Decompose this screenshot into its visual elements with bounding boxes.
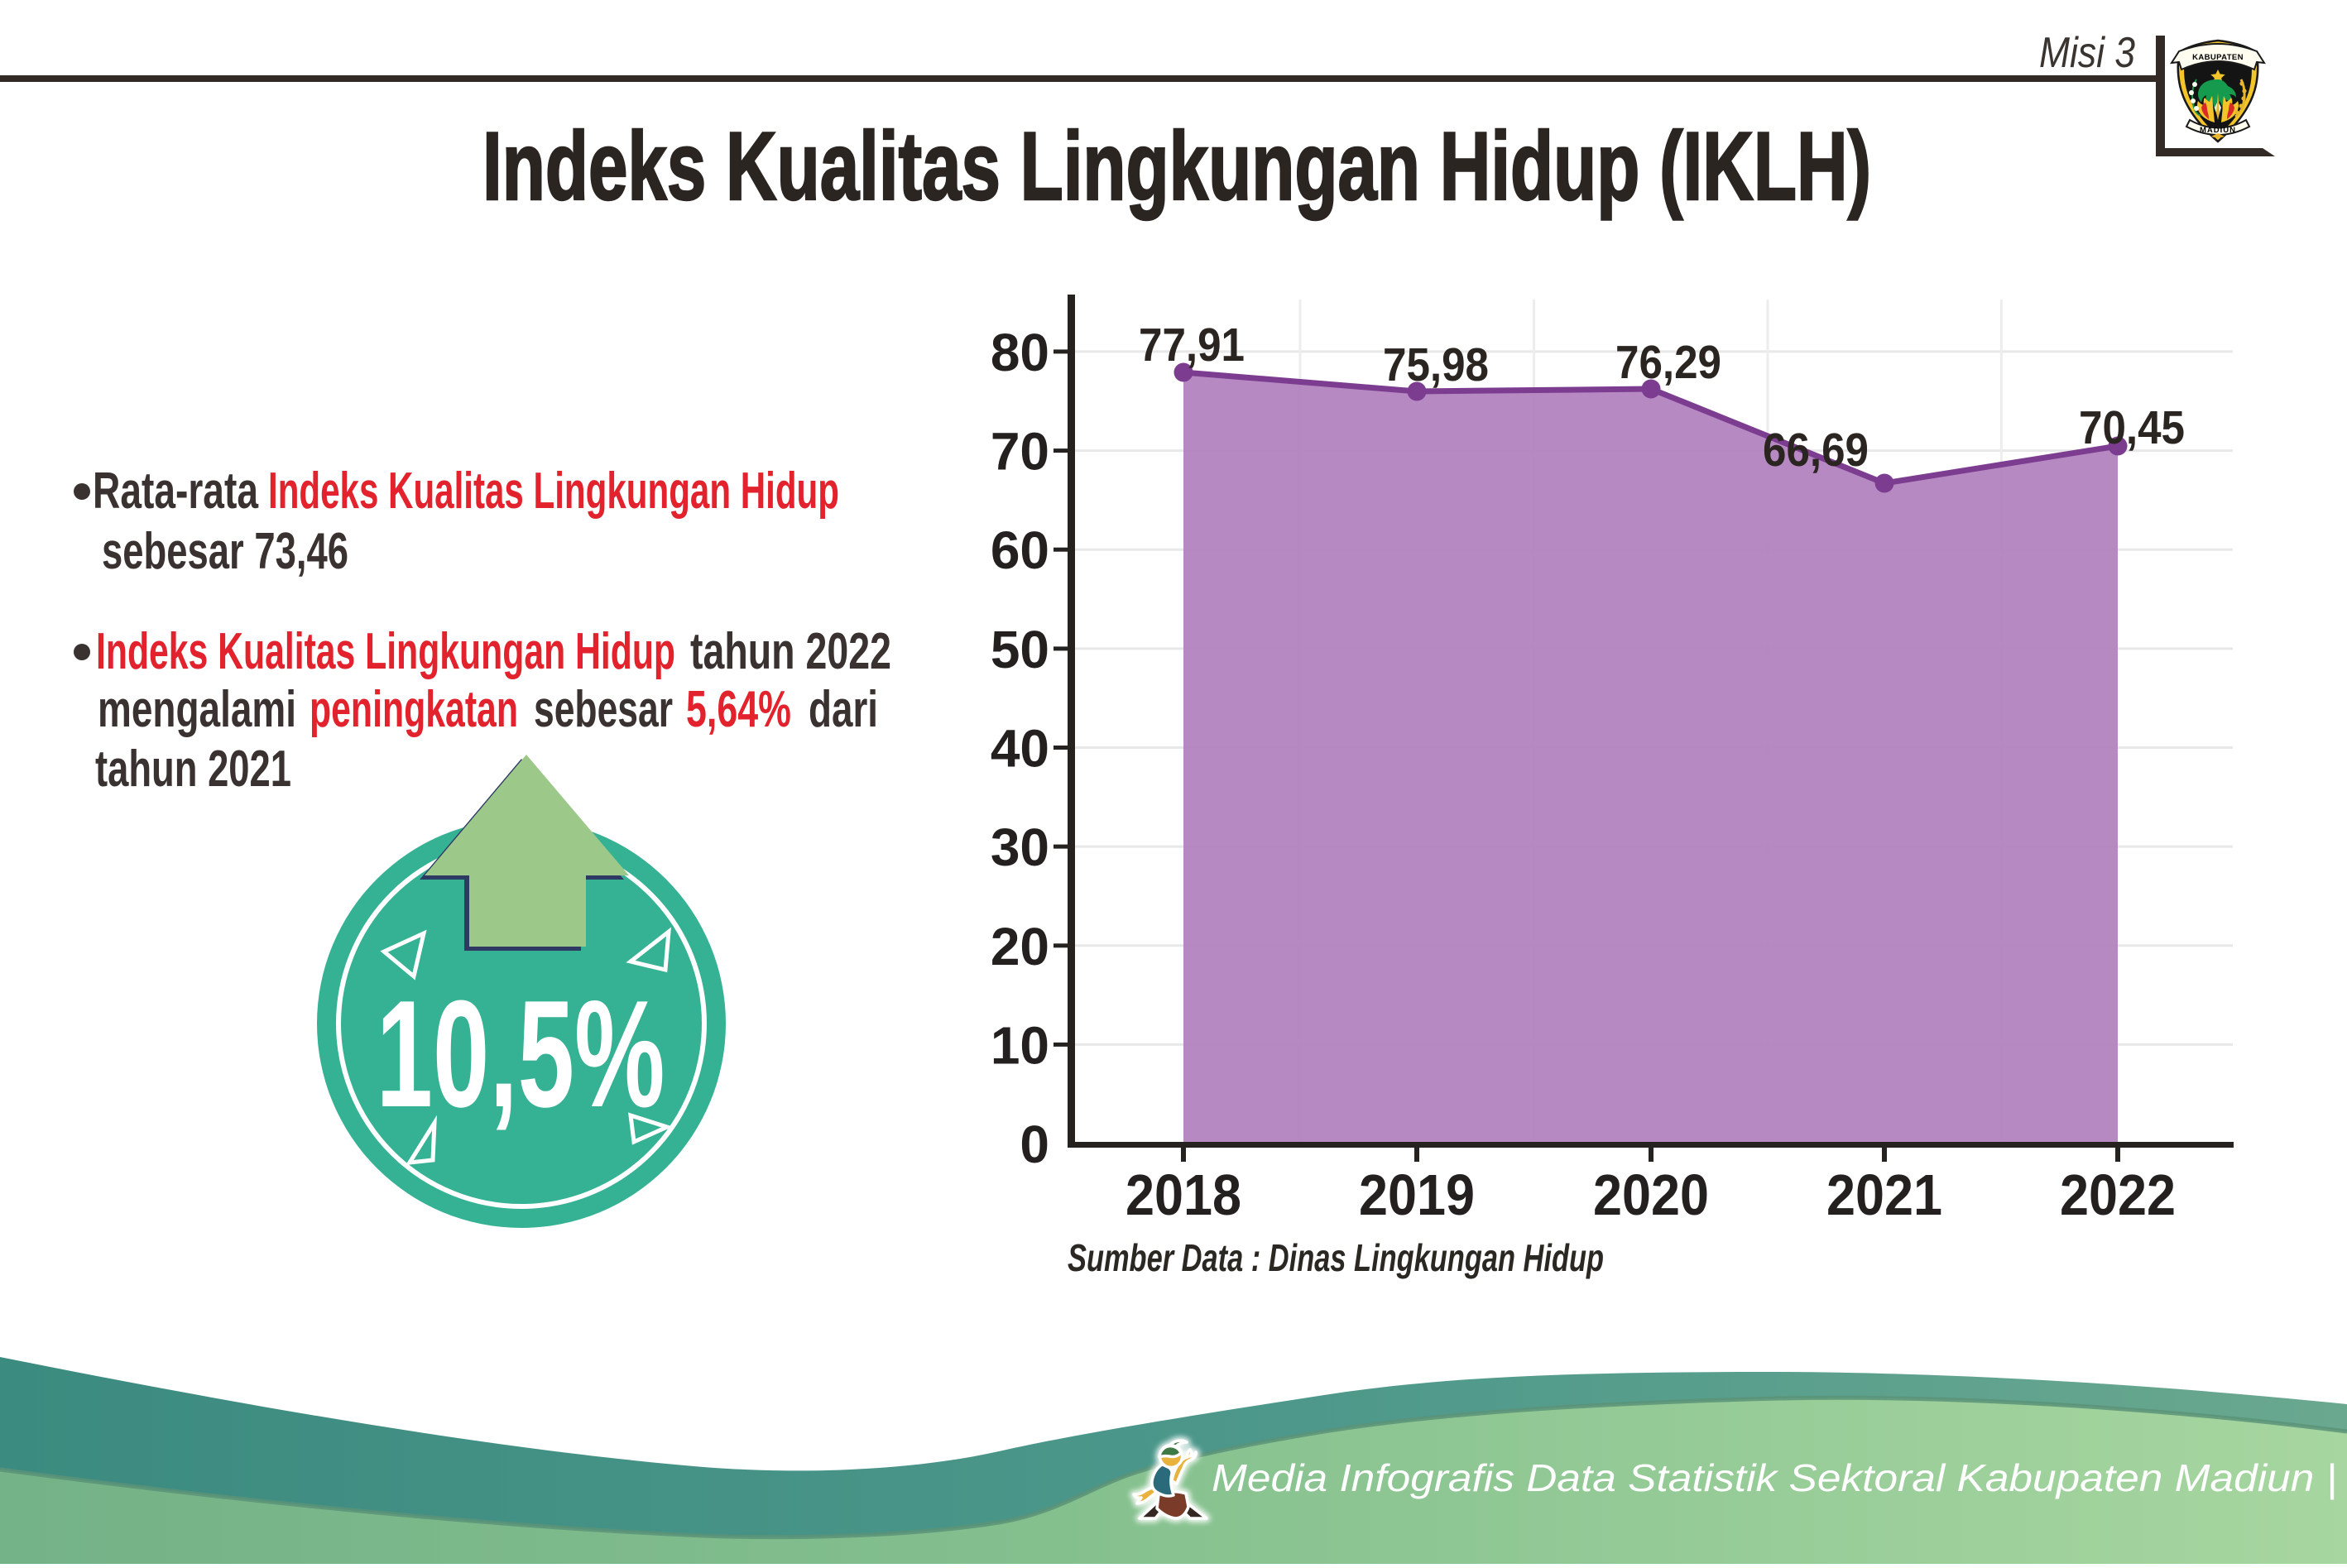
svg-text:KABUPATEN: KABUPATEN: [2192, 53, 2244, 62]
svg-text:10,5%: 10,5%: [377, 968, 665, 1139]
svg-text:dari: dari: [809, 681, 878, 738]
svg-text:50: 50: [991, 620, 1049, 679]
svg-text:2020: 2020: [1593, 1163, 1709, 1227]
svg-text:2019: 2019: [1359, 1163, 1475, 1227]
svg-text:5,64%: 5,64%: [686, 681, 791, 738]
svg-text:sebesar 73,46: sebesar 73,46: [102, 523, 348, 580]
svg-text:70,45: 70,45: [2079, 401, 2185, 454]
svg-text:Sumber Data : Dinas Lingkungan: Sumber Data : Dinas Lingkungan Hidup: [1068, 1236, 1604, 1279]
svg-text:70: 70: [991, 422, 1049, 482]
svg-text:2018: 2018: [1126, 1163, 1241, 1227]
svg-text:mengalami: mengalami: [98, 681, 296, 738]
svg-text:sebesar: sebesar: [534, 681, 673, 738]
svg-text:Rata-rata: Rata-rata: [93, 463, 258, 520]
svg-text:peningkatan: peningkatan: [310, 681, 518, 738]
svg-text:75,98: 75,98: [1383, 338, 1489, 391]
svg-text:66,69: 66,69: [1763, 424, 1869, 477]
svg-text:77,91: 77,91: [1139, 319, 1245, 372]
svg-text:MADIUN: MADIUN: [2200, 126, 2236, 135]
svg-text:2022: 2022: [2060, 1163, 2176, 1227]
svg-text:Indeks Kualitas Lingkungan Hid: Indeks Kualitas Lingkungan Hidup (IKLH): [482, 112, 1871, 220]
svg-text:Media Infografis Data Statisti: Media Infografis Data Statistik Sektoral…: [1212, 1456, 2337, 1499]
svg-text:Misi 3: Misi 3: [2039, 29, 2135, 77]
svg-text:10: 10: [991, 1015, 1049, 1075]
svg-text:tahun 2021: tahun 2021: [95, 741, 291, 798]
svg-text:30: 30: [991, 818, 1049, 877]
svg-text:20: 20: [991, 917, 1049, 976]
svg-text:80: 80: [991, 323, 1049, 382]
svg-text:Indeks Kualitas Lingkungan Hid: Indeks Kualitas Lingkungan Hidup: [96, 623, 675, 680]
svg-text:60: 60: [991, 520, 1049, 580]
svg-text:Indeks Kualitas Lingkungan Hid: Indeks Kualitas Lingkungan Hidup: [268, 463, 839, 520]
svg-text:40: 40: [991, 719, 1049, 779]
svg-text:tahun 2022: tahun 2022: [690, 623, 891, 680]
svg-text:2021: 2021: [1826, 1163, 1942, 1227]
svg-text:76,29: 76,29: [1615, 336, 1721, 389]
svg-text:0: 0: [1020, 1115, 1049, 1174]
